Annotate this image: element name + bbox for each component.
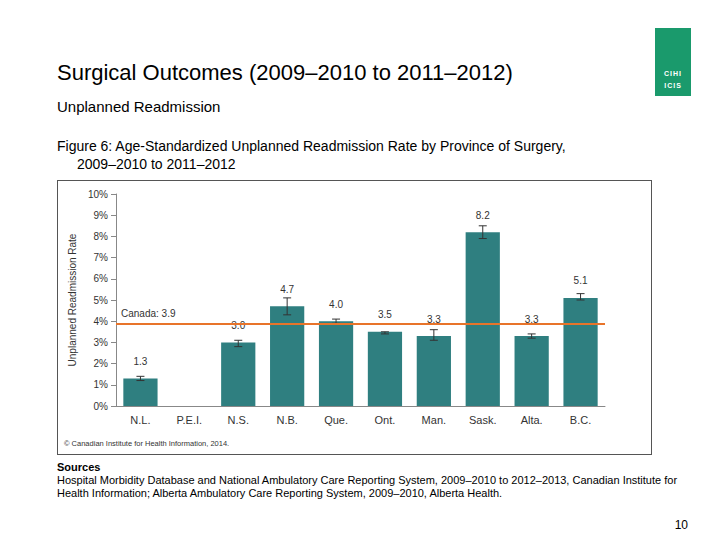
svg-text:5%: 5% — [94, 295, 109, 306]
svg-text:N.B.: N.B. — [276, 414, 297, 426]
svg-text:Canada: 3.9: Canada: 3.9 — [121, 308, 176, 319]
svg-text:0%: 0% — [94, 401, 109, 412]
svg-text:3.3: 3.3 — [427, 314, 441, 325]
html-text:Unplanned Readmission: Unplanned Readmission — [57, 98, 221, 115]
svg-text:9%: 9% — [94, 210, 109, 221]
svg-text:Unplanned Readmission Rate: Unplanned Readmission Rate — [67, 233, 78, 366]
html-text:© Canadian Institute for Healt: © Canadian Institute for Health Informat… — [64, 439, 230, 448]
svg-text:8%: 8% — [94, 231, 109, 242]
html-text:Surgical Outcomes (2009–2010 t: Surgical Outcomes (2009–2010 to 2011–201… — [57, 60, 513, 85]
svg-text:Man.: Man. — [422, 414, 446, 426]
svg-text:3%: 3% — [94, 337, 109, 348]
html-text:ICIS: ICIS — [664, 82, 682, 89]
svg-text:P.E.I.: P.E.I. — [177, 414, 202, 426]
html-text:CIHI: CIHI — [664, 70, 682, 77]
svg-text:3.5: 3.5 — [378, 309, 392, 320]
svg-text:5.1: 5.1 — [574, 275, 588, 286]
svg-text:Alta.: Alta. — [521, 414, 543, 426]
svg-text:10%: 10% — [88, 189, 108, 200]
svg-text:1%: 1% — [94, 379, 109, 390]
svg-text:8.2: 8.2 — [476, 210, 490, 221]
svg-text:4%: 4% — [94, 316, 109, 327]
svg-text:Ont.: Ont. — [375, 414, 396, 426]
svg-text:6%: 6% — [94, 273, 109, 284]
svg-text:Que.: Que. — [324, 414, 348, 426]
svg-text:1.3: 1.3 — [133, 356, 147, 367]
svg-text:3.0: 3.0 — [231, 320, 245, 331]
svg-text:Sask.: Sask. — [469, 414, 497, 426]
html-text:10: 10 — [674, 518, 688, 532]
svg-text:N.L.: N.L. — [130, 414, 150, 426]
html-text:Figure 6: Age-Standardized Unp: Figure 6: Age-Standardized Unplanned Rea… — [57, 138, 566, 172]
svg-text:3.3: 3.3 — [525, 314, 539, 325]
svg-text:4.0: 4.0 — [329, 299, 343, 310]
svg-text:4.7: 4.7 — [280, 284, 294, 295]
svg-text:B.C.: B.C. — [570, 414, 591, 426]
svg-text:2%: 2% — [94, 358, 109, 369]
html-text:Hospital Morbidity Database an: Hospital Morbidity Database and National… — [57, 474, 677, 499]
svg-text:N.S.: N.S. — [228, 414, 249, 426]
svg-text:7%: 7% — [94, 252, 109, 263]
html-text:Sources: Sources — [57, 461, 101, 473]
